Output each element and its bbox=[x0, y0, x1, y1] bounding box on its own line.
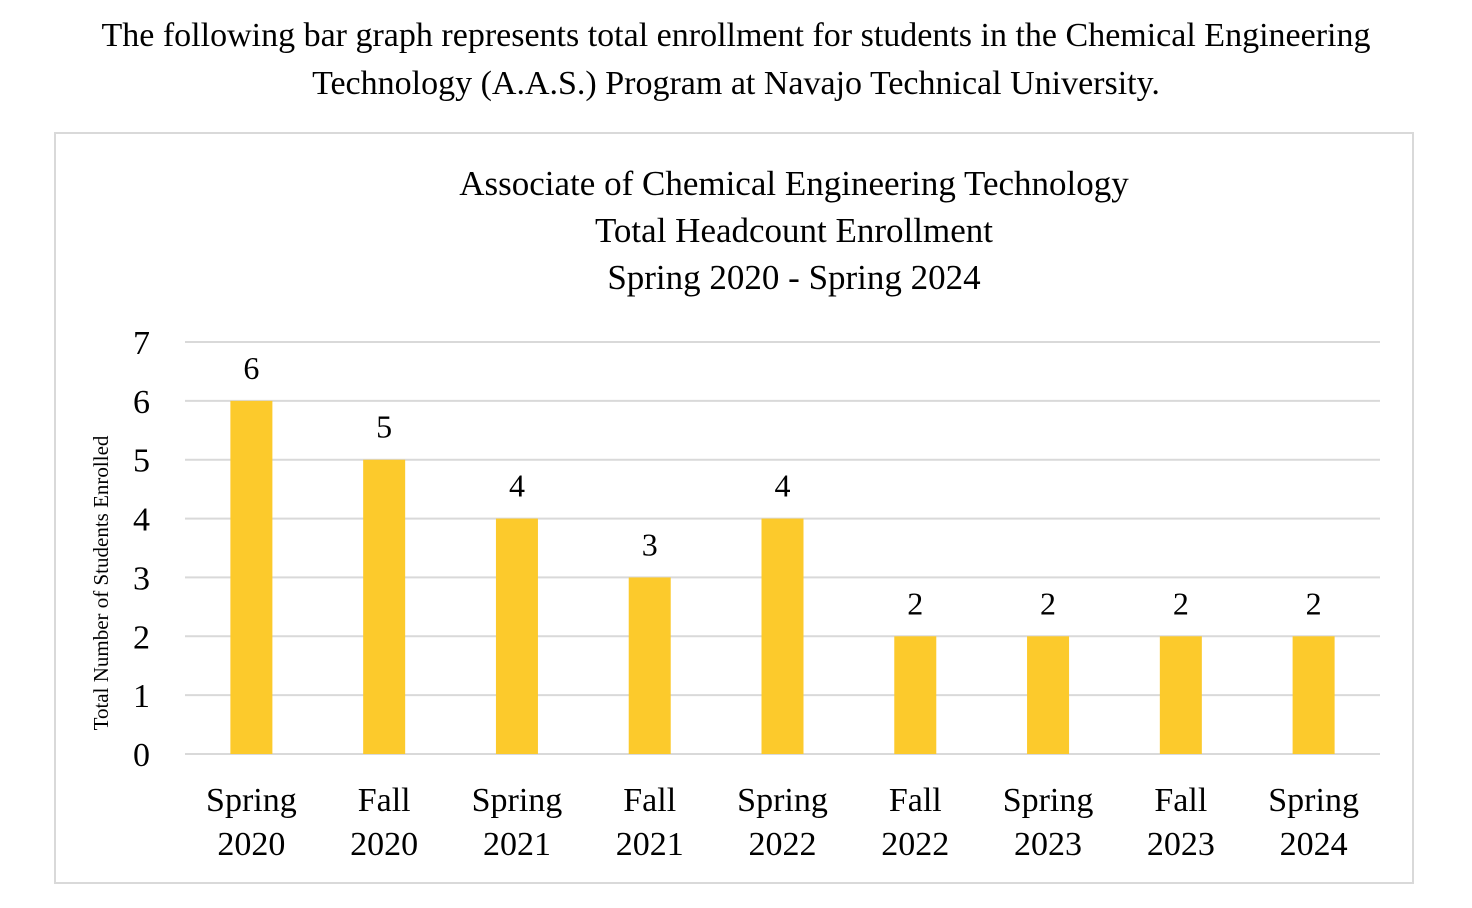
x-tick-label-2-line-2: 2020 bbox=[350, 826, 418, 863]
x-tick-label-7-line-2: 2023 bbox=[1014, 826, 1082, 863]
data-label-3: 4 bbox=[509, 468, 525, 504]
data-label-5: 4 bbox=[775, 468, 791, 504]
x-tick-label-3-line-1: Spring bbox=[472, 782, 563, 819]
bar-8 bbox=[1159, 636, 1202, 754]
x-tick-label-2-line-1: Fall bbox=[358, 782, 411, 819]
data-label-2: 5 bbox=[376, 409, 392, 445]
y-tick-label-4: 4 bbox=[133, 502, 150, 539]
data-label-1: 6 bbox=[243, 350, 259, 386]
x-tick-label-9-line-2: 2024 bbox=[1280, 826, 1348, 863]
x-tick-label-8-line-1: Fall bbox=[1154, 782, 1207, 819]
x-tick-label-7-line-1: Spring bbox=[1003, 782, 1094, 819]
x-tick-label-9-line-1: Spring bbox=[1268, 782, 1359, 819]
y-tick-label-3: 3 bbox=[133, 560, 150, 597]
data-label-7: 2 bbox=[1040, 585, 1056, 621]
y-axis-label: Total Number of Students Enrolled bbox=[89, 435, 113, 730]
bar-6 bbox=[894, 636, 937, 754]
y-tick-label-7: 7 bbox=[133, 325, 150, 362]
x-tick-label-1-line-2: 2020 bbox=[217, 826, 285, 863]
x-tick-label-3-line-2: 2021 bbox=[483, 826, 551, 863]
x-tick-label-6-line-2: 2022 bbox=[881, 826, 949, 863]
chart-title-line-2: Total Headcount Enrollment bbox=[595, 211, 993, 250]
bar-9 bbox=[1292, 636, 1335, 754]
bar-7 bbox=[1027, 636, 1070, 754]
chart-title-line-3: Spring 2020 - Spring 2024 bbox=[607, 258, 980, 297]
data-label-6: 2 bbox=[907, 585, 923, 621]
x-tick-label-8-line-2: 2023 bbox=[1147, 826, 1215, 863]
y-tick-label-2: 2 bbox=[133, 619, 150, 656]
y-tick-label-0: 0 bbox=[133, 737, 150, 774]
bar-3 bbox=[495, 518, 538, 754]
y-tick-label-6: 6 bbox=[133, 384, 150, 421]
intro-line-2: Technology (A.A.S.) Program at Navajo Te… bbox=[312, 65, 1160, 102]
x-tick-label-5-line-2: 2022 bbox=[749, 826, 817, 863]
data-label-9: 2 bbox=[1306, 585, 1322, 621]
data-label-4: 3 bbox=[642, 526, 658, 562]
bar-2 bbox=[363, 459, 406, 754]
x-tick-label-4-line-2: 2021 bbox=[616, 826, 684, 863]
data-label-8: 2 bbox=[1173, 585, 1189, 621]
chart-frame bbox=[54, 132, 1414, 884]
bar-5 bbox=[761, 518, 804, 754]
bar-1 bbox=[230, 400, 273, 754]
x-tick-label-6-line-1: Fall bbox=[889, 782, 942, 819]
y-tick-label-5: 5 bbox=[133, 443, 150, 480]
bar-4 bbox=[628, 577, 671, 754]
y-tick-label-1: 1 bbox=[133, 678, 150, 715]
x-tick-label-1-line-1: Spring bbox=[206, 782, 297, 819]
x-tick-label-4-line-1: Fall bbox=[623, 782, 676, 819]
x-tick-label-5-line-1: Spring bbox=[737, 782, 828, 819]
intro-text: The following bar graph represents total… bbox=[0, 12, 1472, 108]
chart-title-line-1: Associate of Chemical Engineering Techno… bbox=[459, 164, 1129, 203]
intro-line-1: The following bar graph represents total… bbox=[101, 17, 1371, 54]
